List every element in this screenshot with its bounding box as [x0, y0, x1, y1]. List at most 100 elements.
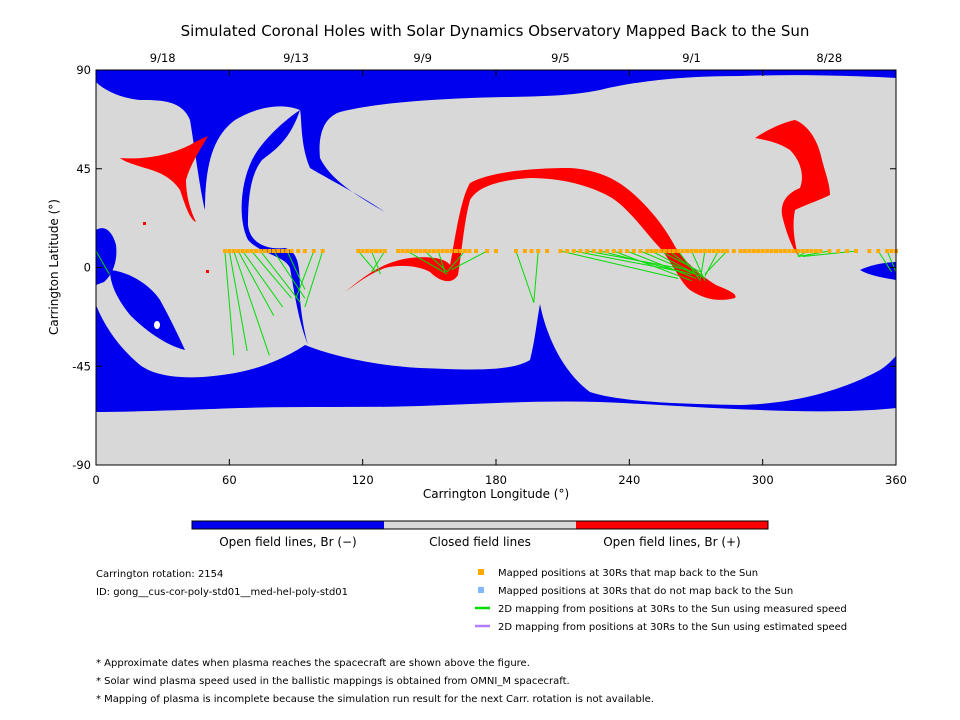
mapped-point [711, 249, 716, 254]
mapped-point [685, 249, 690, 254]
mapped-point [254, 249, 258, 254]
mapping-line [515, 250, 535, 303]
mapped-point [320, 249, 325, 254]
mapped-point [409, 249, 414, 254]
mapped-point [454, 249, 458, 254]
colorbar-label-closed: Closed field lines [429, 535, 531, 549]
equatorward-extension-north [241, 110, 308, 345]
mapped-point [747, 249, 752, 254]
mapped-point [494, 249, 498, 254]
red-hole-east [755, 120, 830, 255]
mapped-point [676, 249, 681, 254]
mapped-point [698, 249, 703, 254]
mapping-line [798, 250, 830, 258]
mapping-line [251, 250, 292, 299]
mapping-line [95, 250, 110, 275]
mapped-point [280, 249, 285, 254]
mapped-point [285, 249, 290, 254]
mapped-point [605, 249, 610, 254]
mapped-point [267, 249, 272, 254]
south-polar-hole [96, 304, 896, 412]
mapping-line [533, 250, 539, 303]
mapped-point [522, 249, 527, 254]
mapping-line [573, 250, 683, 273]
mapped-point [876, 249, 881, 254]
mapped-point [414, 249, 418, 254]
mapped-point [462, 249, 467, 254]
mapped-point [458, 249, 463, 254]
blue-patch-southwest [110, 270, 185, 350]
mapped-point [227, 249, 232, 254]
mapped-point [742, 249, 747, 254]
mapped-point [529, 249, 534, 254]
mapped-point [694, 249, 698, 254]
mapping-line [273, 250, 306, 299]
mapped-point [276, 249, 281, 254]
mapped-point [738, 249, 743, 254]
top-date-label: 9/5 [551, 51, 570, 65]
mapped-point [558, 249, 563, 254]
mapped-point [716, 249, 721, 254]
mapped-point [418, 249, 423, 254]
colorbar-positive [576, 521, 768, 529]
mapped-point [400, 249, 405, 254]
mapped-point [378, 249, 383, 254]
mapped-point [658, 249, 663, 254]
mapped-point [645, 249, 650, 254]
y-tick-label: 0 [84, 261, 91, 275]
mapped-point [485, 249, 490, 254]
mapped-point [769, 249, 774, 254]
mapped-point [787, 249, 792, 254]
mapped-point [689, 249, 694, 254]
red-speck-2 [206, 270, 209, 273]
note-speed: * Solar wind plasma speed used in the ba… [96, 676, 570, 687]
mapped-point [765, 249, 770, 254]
mapped-point [365, 249, 370, 254]
mapping-line [451, 250, 488, 271]
mapped-point [702, 249, 707, 254]
mapped-point [774, 249, 778, 254]
top-date-label: 9/9 [413, 51, 432, 65]
mapped-point [296, 249, 301, 254]
mapped-point [631, 249, 636, 254]
mapped-point [240, 249, 245, 254]
blue-patch-east [860, 262, 896, 280]
colorbar-closed [384, 521, 576, 529]
mapping-line [228, 250, 248, 351]
mapping-line [233, 250, 270, 356]
mapped-point [360, 249, 365, 254]
mapped-point [818, 249, 823, 254]
mapped-point [854, 249, 858, 254]
mapped-point [800, 249, 805, 254]
note-dates: * Approximate dates when plasma reaches … [96, 658, 530, 669]
legend-marker [478, 569, 484, 575]
mapped-point [611, 249, 616, 254]
mapped-point [814, 249, 818, 254]
legend-label: 2D mapping from positions at 30Rs to the… [498, 604, 847, 615]
mapped-point [436, 249, 441, 254]
mapping-line [224, 250, 235, 356]
mapped-point [809, 249, 814, 254]
coronal-hole-map [95, 70, 898, 465]
mapping-line [371, 250, 386, 273]
colorbar-label-positive: Open field lines, Br (+) [603, 535, 741, 549]
mapping-line [560, 250, 679, 279]
mapped-point [671, 249, 676, 254]
mapping-line [626, 250, 697, 279]
mapped-point [405, 249, 410, 254]
mapped-point [422, 249, 427, 254]
mapped-point [782, 249, 787, 254]
mapped-point [791, 249, 796, 254]
mapped-point [449, 249, 454, 254]
mapping-line [877, 250, 892, 273]
mapping-line [371, 250, 381, 275]
mapped-point [796, 249, 801, 254]
x-axis: 0 60 120 180 240 300 360 [92, 70, 907, 487]
mapped-point [514, 249, 518, 254]
legend-label: Mapped positions at 30Rs that do not map… [498, 586, 793, 597]
mapped-point [720, 249, 725, 254]
mapped-point [756, 249, 761, 254]
mapped-point [474, 249, 478, 254]
red-hole-west [120, 136, 208, 222]
